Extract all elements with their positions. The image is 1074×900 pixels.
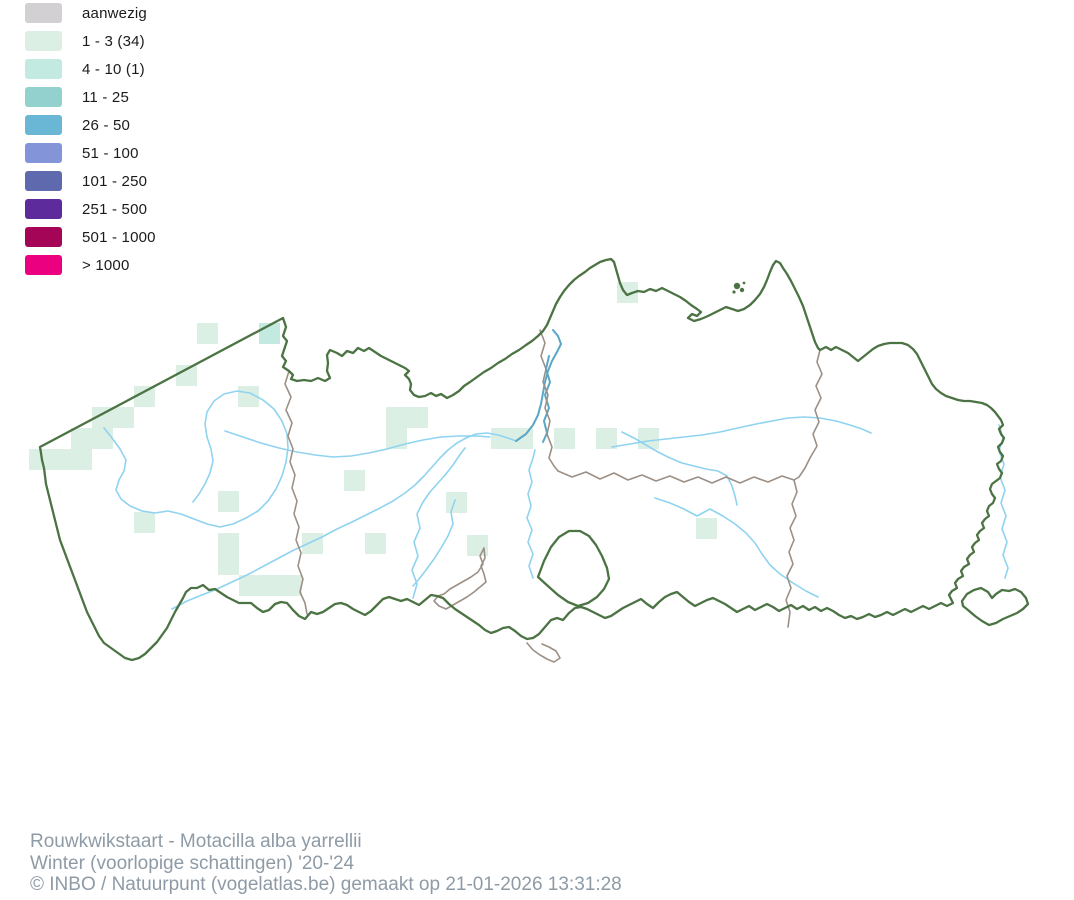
map-caption: Rouwkwikstaart - Motacilla alba yarrelli… [30, 831, 622, 896]
grid-cells [29, 282, 717, 596]
canal-ghent-bruges [225, 431, 490, 457]
legend-swatch [25, 199, 62, 219]
grid-cell [386, 407, 407, 428]
legend-item: 26 - 50 [25, 115, 156, 135]
border-antwerp-vb [558, 471, 794, 483]
river-maas [999, 425, 1008, 578]
copyright-line: © INBO / Natuurpunt (vogelatlas.be) gema… [30, 874, 622, 895]
river-scheldt-estuary [516, 330, 561, 441]
grid-cell [218, 533, 239, 554]
river-leie [172, 433, 516, 609]
grid-cell [218, 554, 239, 575]
legend-item: > 1000 [25, 255, 156, 275]
legend-item: 251 - 500 [25, 199, 156, 219]
legend-item: 51 - 100 [25, 143, 156, 163]
grid-cell [554, 428, 575, 449]
voeren-enclave [962, 588, 1028, 625]
legend-item: 11 - 25 [25, 87, 156, 107]
grid-cell [344, 470, 365, 491]
river-nete [622, 432, 737, 505]
grid-cell [134, 386, 155, 407]
legend-item: aanwezig [25, 3, 156, 23]
legend-swatch [25, 171, 62, 191]
border-vb-limburg [786, 480, 797, 627]
grid-cell [596, 428, 617, 449]
legend-swatch [25, 143, 62, 163]
grid-cell [113, 407, 134, 428]
legend: aanwezig 1 - 3 (34) 4 - 10 (1) 11 - 25 26 - … [25, 3, 156, 283]
border-antwerp-limburg [794, 350, 822, 480]
legend-label: 251 - 500 [82, 200, 148, 218]
river-zenne [413, 500, 455, 586]
legend-swatch [25, 255, 62, 275]
legend-label: 1 - 3 (34) [82, 32, 145, 50]
grid-cell [696, 518, 717, 539]
grid-cell [71, 428, 92, 449]
river-dender [527, 450, 535, 578]
grid-cell [446, 492, 467, 513]
border-ronse-area [434, 548, 486, 609]
legend-item: 4 - 10 (1) [25, 59, 156, 79]
grid-cell [50, 449, 71, 470]
legend-label: 4 - 10 (1) [82, 60, 145, 78]
grid-cell [92, 428, 113, 449]
rivers [104, 391, 1008, 609]
legend-label: 11 - 25 [82, 88, 129, 106]
legend-item: 101 - 250 [25, 171, 156, 191]
border-wvl-ovl [285, 371, 307, 614]
region-border [40, 259, 1028, 660]
river-yser [104, 391, 288, 527]
legend-item: 501 - 1000 [25, 227, 156, 247]
grid-cell [260, 575, 281, 596]
legend-item: 1 - 3 (34) [25, 31, 156, 51]
grid-cell [281, 575, 302, 596]
grid-cell [407, 407, 428, 428]
baarle-dot [732, 290, 736, 294]
legend-label: aanwezig [82, 4, 147, 22]
legend-label: 26 - 50 [82, 116, 131, 134]
legend-swatch [25, 59, 62, 79]
grid-cell [176, 365, 197, 386]
grid-cell [365, 533, 386, 554]
border-wallonia-stub [527, 643, 560, 662]
species-title: Rouwkwikstaart - Motacilla alba yarrelli… [30, 831, 362, 852]
legend-swatch [25, 87, 62, 107]
river-demer [612, 417, 871, 447]
grid-cell [218, 491, 239, 512]
grid-cell [239, 575, 260, 596]
grid-cell [491, 428, 512, 449]
baarle-dot [739, 287, 745, 293]
legend-swatch [25, 3, 62, 23]
legend-swatch [25, 227, 62, 247]
grid-cell [197, 323, 218, 344]
grid-cell [386, 428, 407, 449]
flanders-outline [40, 259, 1004, 660]
baarle-enclave-dots [732, 281, 746, 294]
grid-cell [29, 449, 50, 470]
grid-cell [71, 449, 92, 470]
season-subtitle: Winter (voorlopige schattingen) '20-'24 [30, 852, 355, 874]
border-ovl-antwerp [540, 330, 558, 471]
legend-label: 51 - 100 [82, 144, 139, 162]
river-dijle [655, 498, 818, 597]
river-scheldt-upper [412, 448, 465, 598]
legend-label: 501 - 1000 [82, 228, 156, 246]
grid-cell [512, 428, 533, 449]
grid-cell [134, 512, 155, 533]
brussels-hole [538, 531, 609, 606]
baarle-dot [742, 281, 746, 285]
legend-label: > 1000 [82, 256, 130, 274]
grid-cell [302, 533, 323, 554]
baarle-dot [733, 282, 741, 290]
legend-swatch [25, 115, 62, 135]
legend-label: 101 - 250 [82, 172, 148, 190]
province-borders [285, 330, 822, 662]
legend-swatch [25, 31, 62, 51]
